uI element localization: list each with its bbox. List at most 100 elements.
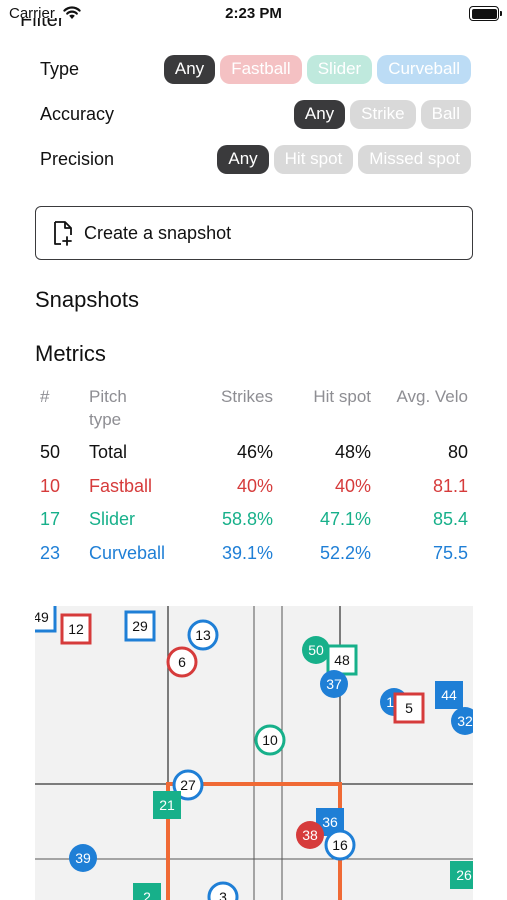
cell-count: 17 [40, 509, 61, 529]
metrics-row-slider: 17 Slider 58.8% 47.1% 85.4 [40, 509, 470, 537]
filter-row-accuracy: Accuracy Any Strike Ball [40, 98, 471, 130]
chip-type-fastball[interactable]: Fastball [220, 54, 302, 84]
header-hit-spot: Hit spot [313, 387, 371, 406]
pitch-mark-50[interactable]: 50 [302, 636, 330, 664]
cell-hit-spot: 40% [334, 476, 371, 496]
wifi-icon [62, 5, 82, 25]
metrics-heading: Metrics [35, 341, 106, 366]
pitch-mark-label: 29 [132, 618, 148, 634]
pitch-mark-label: 12 [68, 621, 84, 637]
pitch-mark-37[interactable]: 37 [320, 670, 348, 698]
cell-count: 50 [40, 442, 61, 462]
pitch-mark-21[interactable]: 21 [153, 791, 181, 819]
header-pitch-type: Pitch type [89, 387, 127, 429]
chip-precision-missed-spot[interactable]: Missed spot [358, 144, 471, 174]
pitch-mark-shape [187, 619, 219, 651]
pitch-mark-label: 36 [322, 814, 338, 830]
pitch-mark-shape [69, 844, 97, 872]
cell-type: Slider [89, 509, 136, 529]
chip-type-slider[interactable]: Slider [306, 54, 373, 84]
cell-hit-spot: 47.1% [319, 509, 371, 529]
chip-precision-any[interactable]: Any [217, 144, 269, 174]
chip-accuracy-strike[interactable]: Strike [350, 99, 416, 129]
add-document-icon [52, 220, 74, 246]
header-avg-velo: Avg. Velo [396, 387, 468, 406]
cell-type: Curveball [89, 543, 166, 563]
snapshots-heading: Snapshots [35, 287, 139, 312]
pitch-mark-label: 37 [326, 676, 342, 692]
cell-avg-velo: 75.5 [432, 543, 468, 563]
pitch-mark-2[interactable]: 2 [133, 883, 161, 900]
pitch-mark-44[interactable]: 44 [435, 681, 463, 709]
chip-type-curveball[interactable]: Curveball [377, 54, 471, 84]
pitch-mark-5[interactable]: 5 [393, 692, 425, 724]
pitch-mark-label: 50 [308, 642, 324, 658]
filter-chips-type: Any Fastball Slider Curveball [163, 54, 471, 84]
pitch-mark-shape [207, 881, 239, 900]
filter-chips-accuracy: Any Strike Ball [293, 99, 471, 129]
pitch-mark-label: 26 [456, 867, 472, 883]
pitch-mark-10[interactable]: 10 [254, 724, 286, 756]
cell-type: Total [89, 442, 128, 462]
pitch-plot-canvas: 4912291365048371954432102721363816392623 [35, 606, 473, 900]
filter-label: Type [40, 58, 80, 79]
pitch-mark-label: 16 [332, 837, 348, 853]
create-snapshot-label: Create a snapshot [84, 222, 232, 243]
cell-count: 10 [40, 476, 61, 496]
cell-avg-velo: 81.1 [432, 476, 468, 496]
cell-avg-velo: 80 [447, 442, 468, 462]
pitch-mark-shape [153, 791, 181, 819]
cell-type: Fastball [89, 476, 153, 496]
filter-label: Precision [40, 148, 115, 169]
pitch-mark-32[interactable]: 32 [451, 707, 473, 735]
pitch-mark-label: 49 [35, 609, 49, 625]
pitch-mark-38[interactable]: 38 [296, 821, 324, 849]
pitch-mark-26[interactable]: 26 [450, 861, 473, 889]
metrics-header-row: # Pitch type Strikes Hit spot Avg. Velo [40, 385, 470, 429]
pitch-mark-label: 5 [405, 700, 413, 716]
carrier-label: Carrier [9, 5, 55, 22]
battery-icon [469, 6, 502, 21]
pitch-mark-16[interactable]: 16 [324, 829, 356, 861]
pitch-mark-label: 27 [180, 777, 196, 793]
metrics-row-total: 50 Total 46% 48% 80 [40, 442, 470, 470]
pitch-marks-layer: 4912291365048371954432102721363816392623 [35, 606, 473, 900]
pitch-mark-shape [324, 829, 356, 861]
cell-strikes: 40% [236, 476, 273, 496]
pitch-mark-3[interactable]: 3 [207, 881, 239, 900]
pitch-mark-49[interactable]: 49 [35, 606, 57, 633]
cell-strikes: 58.8% [221, 509, 273, 529]
create-snapshot-button[interactable]: Create a snapshot [35, 206, 473, 260]
pitch-mark-shape [435, 681, 463, 709]
pitch-mark-29[interactable]: 29 [124, 610, 156, 642]
pitch-mark-39[interactable]: 39 [69, 844, 97, 872]
pitch-mark-label: 39 [75, 850, 91, 866]
pitch-mark-shape [35, 606, 57, 633]
pitch-mark-label: 3 [219, 889, 227, 900]
pitch-mark-shape [302, 636, 330, 664]
header-count: # [40, 387, 50, 406]
chip-precision-hit-spot[interactable]: Hit spot [273, 144, 354, 174]
pitch-mark-label: 44 [441, 687, 457, 703]
cell-strikes: 46% [236, 442, 273, 462]
cell-count: 23 [40, 543, 61, 563]
chip-type-any[interactable]: Any [163, 54, 216, 84]
pitch-mark-shape [451, 707, 473, 735]
cell-strikes: 39.1% [221, 543, 273, 563]
chip-accuracy-ball[interactable]: Ball [420, 99, 471, 129]
pitch-mark-shape [320, 670, 348, 698]
pitch-mark-6[interactable]: 6 [166, 646, 198, 678]
pitch-mark-12[interactable]: 12 [60, 613, 92, 645]
status-bar: Carrier 2:23 PM [0, 0, 507, 30]
zone-grid [35, 606, 473, 900]
pitch-mark-shape [296, 821, 324, 849]
pitch-location-plot[interactable]: 4912291365048371954432102721363816392623 [35, 606, 473, 900]
pitch-mark-shape [133, 883, 161, 900]
pitch-mark-label: 48 [334, 652, 350, 668]
pitch-mark-label: 6 [178, 654, 186, 670]
clipped-page-title: Filter [20, 18, 65, 30]
chip-accuracy-any[interactable]: Any [293, 99, 346, 129]
metrics-row-curveball: 23 Curveball 39.1% 52.2% 75.5 [40, 543, 470, 571]
pitch-mark-13[interactable]: 13 [187, 619, 219, 651]
pitch-mark-48[interactable]: 48 [326, 644, 358, 676]
